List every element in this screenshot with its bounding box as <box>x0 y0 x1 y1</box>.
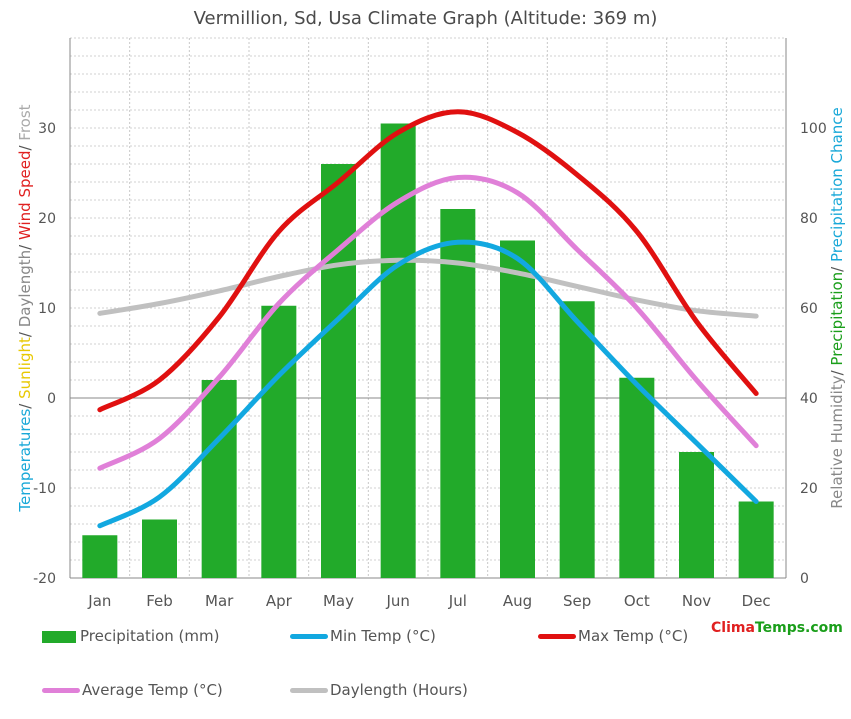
x-tick-label-jul: Jul <box>448 592 467 610</box>
right-tick-label: 20 <box>800 481 818 497</box>
right-tick-label: 80 <box>800 211 818 227</box>
left-axis-label-part-0: Temperatures <box>16 409 34 513</box>
axis-tick-labels: -20 -10 0 10 20 30 0 20 40 60 80 100 Jan Feb Mar Apr May… <box>33 121 827 610</box>
right-axis-label: Relative Humidity/ Precipitation/ Precip… <box>828 107 846 508</box>
left-axis-label-part-7: / <box>16 141 34 151</box>
x-tick-label-jun: Jun <box>385 592 409 610</box>
left-axis-label-part-4: Daylength <box>16 250 34 327</box>
precipitation-bar-sep <box>559 301 595 578</box>
x-tick-label-feb: Feb <box>146 592 173 610</box>
right-axis-label-part-3: / <box>828 262 846 272</box>
precipitation-bar-may <box>321 164 356 578</box>
x-tick-label-jan: Jan <box>87 592 111 610</box>
right-axis-label-part-2: Precipitation <box>828 272 846 366</box>
left-axis-label-part-3: / <box>16 327 34 337</box>
right-tick-label: 100 <box>800 121 827 137</box>
left-tick-label: 0 <box>47 391 56 407</box>
brand-part-1: Clima <box>711 620 755 636</box>
x-tick-label-apr: Apr <box>266 592 293 610</box>
precipitation-bar-nov <box>679 452 714 578</box>
left-tick-label: 10 <box>38 301 56 317</box>
x-tick-label-may: May <box>323 592 354 610</box>
precipitation-bar-jan <box>82 535 118 578</box>
left-tick-label: -10 <box>33 481 56 497</box>
x-tick-label-aug: Aug <box>503 592 532 610</box>
series-line-min-temp-c <box>97 239 759 529</box>
right-tick-label: 40 <box>800 391 818 407</box>
precipitation-bar-jul <box>440 209 476 578</box>
left-axis-label-part-8: Frost <box>16 104 34 140</box>
left-tick-label: 20 <box>38 211 56 227</box>
precipitation-bar-feb <box>142 519 177 578</box>
precipitation-bar-apr <box>261 305 297 578</box>
left-axis-label: Temperatures/ Sunlight/ Daylength/ Wind … <box>16 104 34 512</box>
right-axis-label-part-1: / <box>828 366 846 376</box>
x-tick-label-sep: Sep <box>563 592 591 610</box>
grid-lines <box>69 37 787 579</box>
chart-title: Vermillion, Sd, Usa Climate Graph (Altit… <box>193 8 658 29</box>
precipitation-bar-aug <box>500 240 535 578</box>
precipitation-bar-jun <box>380 123 416 578</box>
right-axis-label-part-0: Relative Humidity <box>828 375 846 508</box>
precipitation-bar-oct <box>619 377 655 578</box>
right-axis-label-part-4: Precipitation Chance <box>828 107 846 262</box>
x-tick-label-dec: Dec <box>742 592 771 610</box>
series-line-max-temp-c <box>97 109 759 413</box>
series-line-daylength-hours <box>97 257 759 319</box>
right-tick-label: 60 <box>800 301 818 317</box>
left-axis-label-part-2: Sunlight <box>16 337 34 399</box>
brand-logo: ClimaTemps.com <box>711 620 843 636</box>
precipitation-bar-dec <box>738 501 774 578</box>
left-axis-label-part-1: / <box>16 399 34 409</box>
left-axis-label-part-6: Wind Speed <box>16 151 34 241</box>
precipitation-bars <box>82 123 774 578</box>
x-tick-label-oct: Oct <box>624 592 650 610</box>
temperature-lines <box>97 109 759 529</box>
right-tick-label: 0 <box>800 571 809 587</box>
precipitation-bar-mar <box>201 380 237 578</box>
x-tick-label-mar: Mar <box>205 592 234 610</box>
series-line-average-temp-c <box>97 174 759 471</box>
left-tick-label: 30 <box>38 121 56 137</box>
left-axis-label-part-5: / <box>16 240 34 250</box>
x-tick-label-nov: Nov <box>682 592 711 610</box>
left-tick-label: -20 <box>33 571 56 587</box>
brand-part-2: Temps.com <box>754 620 843 636</box>
